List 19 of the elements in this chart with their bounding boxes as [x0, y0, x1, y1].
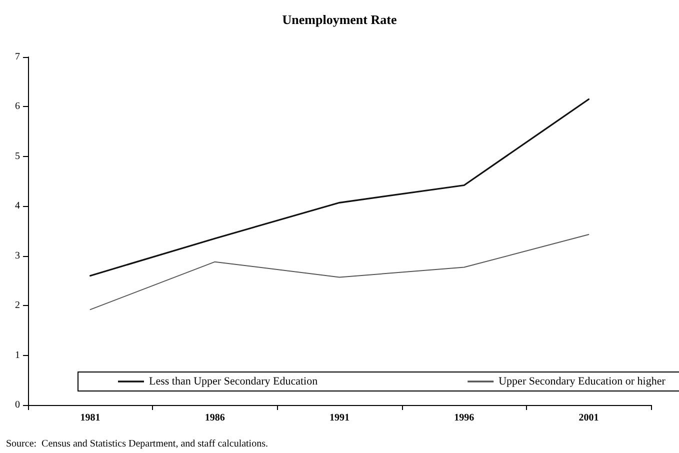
y-tick-label: 1	[15, 350, 20, 361]
line-series	[90, 234, 590, 310]
chart-title: Unemployment Rate	[282, 12, 397, 27]
y-tick-label: 5	[15, 150, 20, 162]
x-tick-label: 1981	[80, 412, 100, 424]
legend-label: Less than Upper Secondary Education	[149, 376, 318, 388]
x-tick-label: 1986	[204, 412, 225, 424]
y-tick-label: 7	[15, 52, 20, 62]
x-tick-label: 1991	[330, 412, 350, 424]
line-series	[90, 98, 590, 277]
source-note: Source: Census and Statistics Department, and staff calculations.	[6, 438, 268, 450]
y-tick-label: 4	[15, 200, 20, 212]
y-tick-label: 0	[15, 400, 20, 410]
y-tick-label: 3	[15, 250, 20, 262]
y-tick-label: 2	[15, 300, 20, 312]
x-tick-label: 2001	[578, 412, 599, 424]
legend-label: Upper Secondary Education or higher	[498, 376, 666, 388]
y-tick-label: 6	[15, 101, 20, 112]
x-tick-label: 1996	[454, 412, 474, 424]
